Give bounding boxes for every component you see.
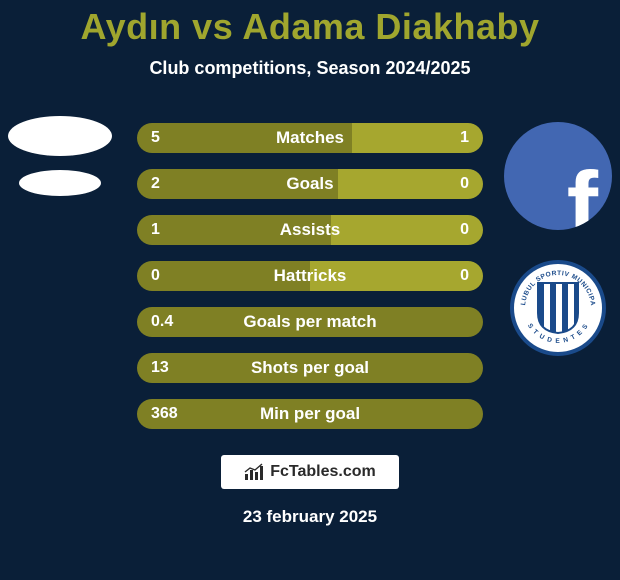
stat-seg-left: 0 xyxy=(137,261,310,291)
svg-text:S T U D E N T E S: S T U D E N T E S xyxy=(526,322,590,344)
chart-icon xyxy=(244,463,264,481)
stat-row: 368Min per goal xyxy=(137,399,483,429)
stat-row: 20Goals xyxy=(137,169,483,199)
stat-row: 10Assists xyxy=(137,215,483,245)
subtitle: Club competitions, Season 2024/2025 xyxy=(0,58,620,79)
stat-seg-left: 5 xyxy=(137,123,352,153)
player-ellipse-2 xyxy=(19,170,101,196)
stat-row: 13Shots per goal xyxy=(137,353,483,383)
stat-value-left: 1 xyxy=(151,221,160,239)
stat-seg-right: 0 xyxy=(338,169,483,199)
content-root: Aydın vs Adama Diakhaby Club competition… xyxy=(0,0,620,580)
stat-row: 0.4Goals per match xyxy=(137,307,483,337)
stat-seg-right: 0 xyxy=(331,215,483,245)
stat-seg-right: 1 xyxy=(352,123,483,153)
club-badge: CLUBUL SPORTIV MUNICIPAL S T U D E N T E… xyxy=(510,260,606,356)
stat-row: 00Hattricks xyxy=(137,261,483,291)
watermark[interactable]: FcTables.com xyxy=(221,455,399,489)
stat-value-left: 13 xyxy=(151,359,169,377)
player-ellipse-1 xyxy=(8,116,112,156)
stat-seg-left: 368 xyxy=(137,399,483,429)
watermark-text: FcTables.com xyxy=(270,463,376,481)
club-badge-text: CLUBUL SPORTIV MUNICIPAL S T U D E N T E… xyxy=(514,264,602,352)
stat-value-left: 368 xyxy=(151,405,178,423)
stat-value-left: 2 xyxy=(151,175,160,193)
facebook-f-glyph: f xyxy=(567,158,598,230)
stat-seg-left: 13 xyxy=(137,353,483,383)
stat-seg-right: 0 xyxy=(310,261,483,291)
facebook-icon[interactable]: f xyxy=(504,122,612,230)
stat-value-left: 0.4 xyxy=(151,313,173,331)
svg-text:CLUBUL SPORTIV MUNICIPAL: CLUBUL SPORTIV MUNICIPAL xyxy=(514,264,596,306)
stat-value-left: 5 xyxy=(151,129,160,147)
left-avatars xyxy=(8,116,112,196)
page-title: Aydın vs Adama Diakhaby xyxy=(0,0,620,48)
stat-value-right: 1 xyxy=(460,129,469,147)
date-text: 23 february 2025 xyxy=(0,507,620,527)
stat-value-right: 0 xyxy=(460,221,469,239)
stat-value-right: 0 xyxy=(460,267,469,285)
right-avatars: f xyxy=(504,122,612,356)
stat-seg-left: 0.4 xyxy=(137,307,483,337)
stat-seg-left: 2 xyxy=(137,169,338,199)
stat-row: 51Matches xyxy=(137,123,483,153)
stat-seg-left: 1 xyxy=(137,215,331,245)
stat-value-left: 0 xyxy=(151,267,160,285)
stat-value-right: 0 xyxy=(460,175,469,193)
